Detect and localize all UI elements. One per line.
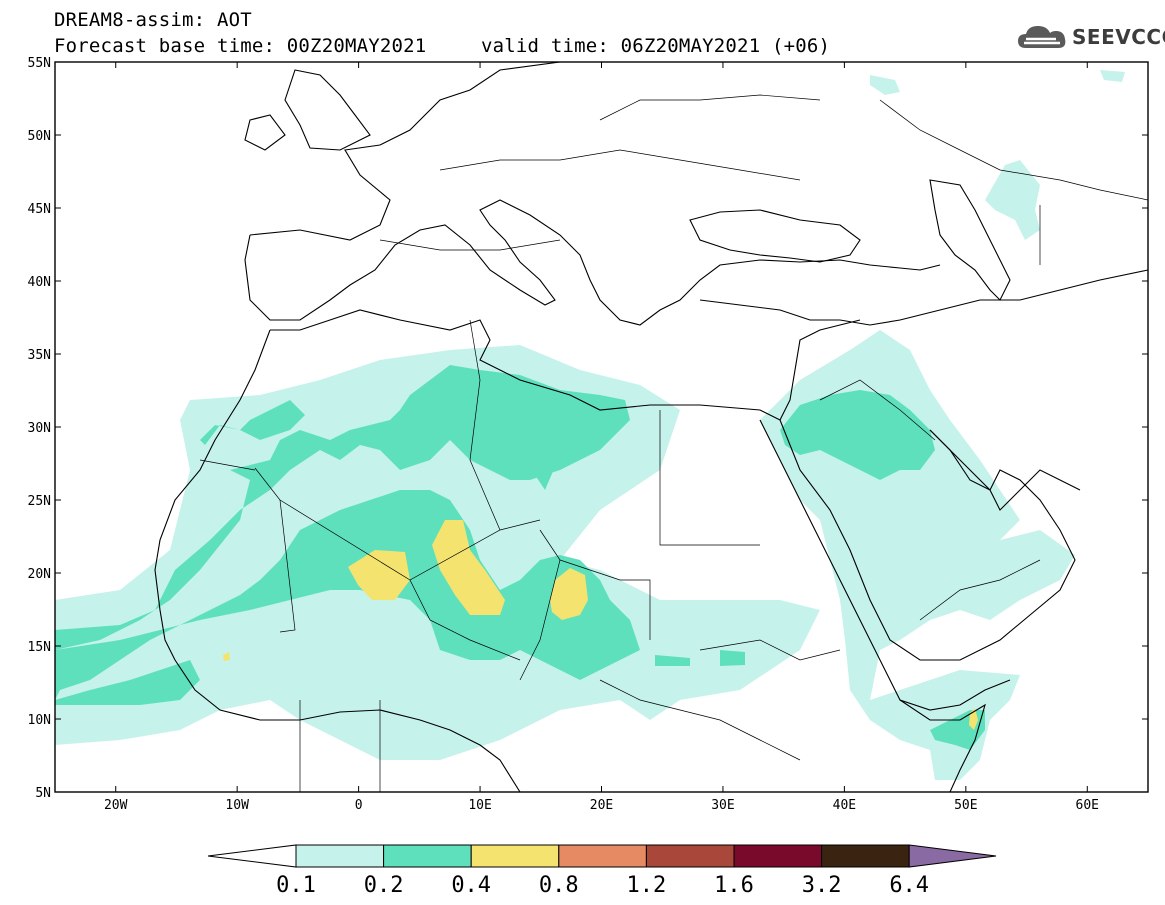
colorbar-label: 3.2 — [802, 873, 842, 898]
colorbar: 0.1 0.2 0.4 0.8 1.2 1.6 3.2 6.4 — [207, 844, 997, 898]
lon-label: 10W — [225, 798, 249, 813]
lat-label: 40N — [28, 275, 51, 290]
forecast-base-time: Forecast base time: 00Z20MAY2021 — [54, 35, 427, 57]
colorbar-swatch — [821, 844, 910, 868]
lat-label: 5N — [35, 786, 51, 801]
colorbar-swatch — [558, 844, 647, 868]
lat-label: 35N — [28, 348, 51, 363]
colorbar-label: 0.1 — [276, 873, 316, 898]
lat-label: 20N — [28, 567, 51, 582]
borders — [199, 94, 1148, 792]
lon-label: 60E — [1076, 798, 1099, 813]
colorbar-label: 1.6 — [714, 873, 754, 898]
lat-label: 30N — [28, 421, 51, 436]
lon-label: 50E — [954, 798, 977, 813]
colorbar-low-arrow — [207, 844, 297, 868]
lat-label: 25N — [28, 494, 51, 509]
colorbar-high-arrow — [908, 844, 997, 868]
lon-label: 40E — [833, 798, 856, 813]
aot-level-0-4 — [223, 520, 978, 730]
lon-label: 20E — [590, 798, 613, 813]
cloud-icon — [1018, 26, 1066, 48]
lon-label: 0 — [355, 798, 363, 813]
coastlines — [154, 62, 1148, 792]
colorbar-swatch — [645, 844, 735, 868]
lon-label: 10E — [468, 798, 491, 813]
latitude-labels: 55N 50N 45N 40N 35N 30N 25N 20N 15N 10N 5N — [28, 56, 1148, 801]
longitude-labels: 20W 10W 0 10E 20E 30E 40E 50E 60E — [104, 62, 1099, 813]
colorbar-swatch — [383, 844, 472, 868]
map-title: DREAM8-assim: AOT — [54, 9, 252, 31]
lon-label: 20W — [104, 798, 128, 813]
colorbar-label: 0.2 — [364, 873, 404, 898]
aot-level-0-2 — [55, 365, 985, 750]
colorbar-label: 1.2 — [627, 873, 667, 898]
lon-label: 30E — [711, 798, 734, 813]
lat-label: 55N — [28, 56, 51, 71]
lat-label: 50N — [28, 129, 51, 144]
logo-text: SEEVCCC — [1072, 25, 1165, 49]
colorbar-swatch — [470, 844, 560, 868]
colorbar-swatch — [295, 844, 385, 868]
colorbar-label: 6.4 — [889, 873, 929, 898]
lat-label: 10N — [28, 713, 51, 728]
colorbar-label: 0.8 — [539, 873, 579, 898]
lat-label: 45N — [28, 202, 51, 217]
colorbar-swatch — [733, 844, 823, 868]
valid-time: valid time: 06Z20MAY2021 (+06) — [481, 35, 831, 57]
seevccc-logo: SEEVCCC — [1016, 22, 1165, 52]
aot-field — [55, 62, 1148, 792]
lat-label: 15N — [28, 640, 51, 655]
colorbar-label: 0.4 — [451, 873, 491, 898]
